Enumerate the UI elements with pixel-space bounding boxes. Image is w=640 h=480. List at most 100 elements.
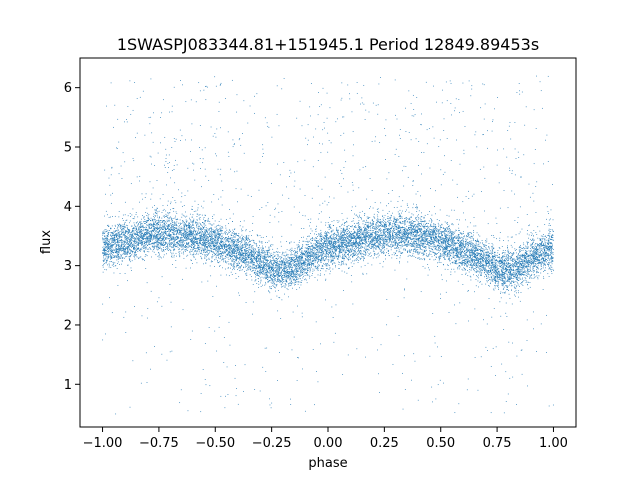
data-point [211,251,212,252]
data-point [216,240,218,242]
data-point [203,231,205,233]
data-point [161,241,163,243]
data-point [258,267,260,269]
data-point [154,229,156,231]
data-point [274,280,276,282]
data-point [155,209,157,211]
data-point [108,243,110,245]
data-point [296,258,298,260]
data-point [177,235,179,237]
data-point [117,256,119,258]
data-point [188,228,190,229]
data-point [322,244,324,246]
data-point [385,237,387,239]
data-point [404,230,405,232]
data-point [250,235,252,236]
data-point [180,245,182,247]
data-point [462,261,463,263]
data-point [299,273,301,275]
data-point [133,242,135,244]
data-point [124,245,126,247]
data-point [252,260,254,262]
data-point [291,266,293,268]
data-point [219,243,221,245]
data-point [313,265,315,267]
data-point [141,238,143,240]
data-point [133,246,135,248]
data-point [506,276,508,278]
data-point [161,217,163,219]
data-point [444,233,445,235]
data-point [538,244,540,245]
data-point [540,238,542,240]
data-point [480,262,482,264]
data-point [298,268,299,270]
data-point [327,247,329,249]
data-point [509,297,511,299]
data-point [105,235,107,237]
data-point [457,240,459,242]
data-point [444,227,446,229]
data-point [390,236,391,238]
data-point [318,261,320,262]
data-point [295,251,297,253]
data-point [354,252,356,254]
data-point [296,264,297,265]
data-point [499,277,500,279]
data-point [285,279,287,281]
data-point [387,245,389,247]
data-point [115,244,117,245]
data-point [446,255,448,257]
data-point [248,246,250,248]
data-point [352,255,354,256]
data-point [246,248,247,250]
data-point [158,221,160,223]
data-point [361,239,363,241]
data-point [328,224,330,226]
data-point [229,255,231,257]
data-point [299,262,301,264]
data-point [237,250,239,252]
data-point [355,232,357,234]
data-point [368,226,370,227]
data-point [417,257,419,259]
data-point [295,281,297,283]
data-point [258,256,260,257]
data-point [548,238,550,239]
data-point [551,243,553,245]
data-point [346,241,347,243]
data-point [160,240,162,242]
data-point [127,246,129,247]
data-point [523,253,525,255]
data-point [311,258,313,259]
data-point [509,282,511,284]
data-point [499,240,501,242]
data-point [437,245,439,246]
data-point [145,237,147,239]
data-point [215,245,217,246]
data-point [546,254,548,256]
data-point [207,243,209,244]
data-point [167,233,169,235]
data-point [326,241,328,243]
data-point [163,225,165,227]
data-point [466,247,467,249]
data-point [122,227,124,229]
data-point [200,224,202,225]
data-point [473,259,475,260]
data-point [508,275,510,277]
data-point [197,247,199,248]
data-point [360,217,361,218]
data-point [182,245,184,247]
data-point [191,225,192,227]
data-point [187,247,189,249]
data-point [387,229,389,231]
data-point [389,232,391,233]
data-point [214,237,216,239]
data-point [488,243,490,244]
data-point [110,243,111,245]
data-point [545,251,547,253]
data-point [317,257,319,259]
data-point [104,242,106,244]
data-point [326,263,328,265]
